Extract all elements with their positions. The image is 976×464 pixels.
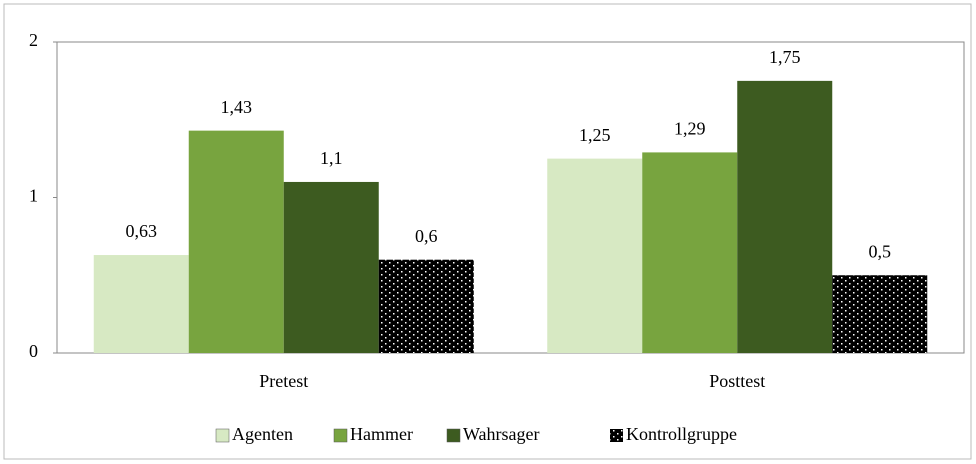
- value-label: 0,5: [869, 241, 892, 261]
- bar: [832, 275, 928, 353]
- x-tick-label: Pretest: [259, 371, 308, 391]
- bar: [642, 152, 738, 353]
- value-label: 1,25: [579, 125, 611, 145]
- bar: [93, 255, 189, 353]
- bar: [378, 259, 474, 353]
- bar: [737, 80, 833, 353]
- value-label: 1,1: [320, 148, 343, 168]
- bar: [188, 130, 284, 353]
- value-label: 1,43: [221, 97, 253, 117]
- y-tick-label: 1: [29, 186, 38, 206]
- legend-swatch: [610, 429, 623, 442]
- legend-label: Hammer: [350, 424, 413, 444]
- y-tick-label: 2: [29, 30, 38, 50]
- legend-swatch: [446, 428, 461, 443]
- value-label: 1,75: [769, 47, 801, 67]
- legend-label: Wahrsager: [463, 424, 540, 444]
- x-tick-label: Posttest: [709, 371, 765, 391]
- value-label: 1,29: [674, 119, 706, 139]
- value-label: 0,63: [126, 221, 158, 241]
- legend-swatch: [215, 428, 230, 443]
- legend-label: Kontrollgruppe: [626, 424, 737, 444]
- y-tick-label: 0: [29, 341, 38, 361]
- legend-label: Agenten: [232, 424, 293, 444]
- bar: [547, 158, 643, 353]
- legend-swatch: [333, 428, 348, 443]
- bar: [283, 181, 379, 353]
- value-label: 0,6: [415, 226, 438, 246]
